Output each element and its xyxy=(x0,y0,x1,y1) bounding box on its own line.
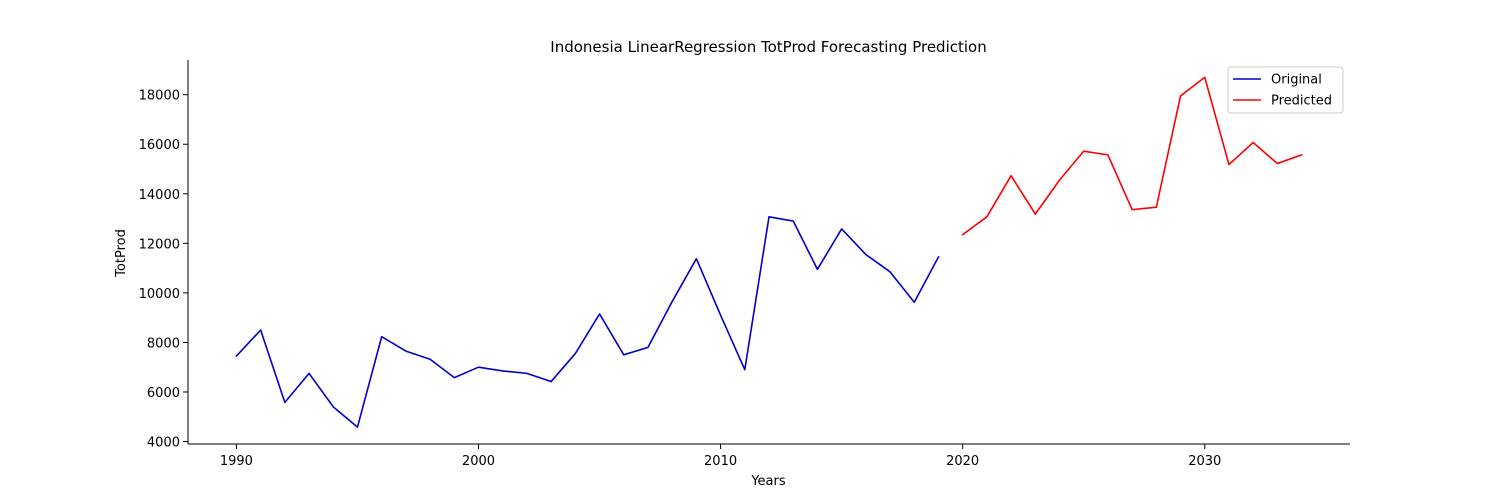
x-axis-label: Years xyxy=(750,474,786,489)
y-tick-label: 18000 xyxy=(139,89,180,104)
y-tick-label: 12000 xyxy=(139,237,180,252)
x-tick-label: 2000 xyxy=(462,454,495,469)
x-tick-label: 2020 xyxy=(946,454,979,469)
x-tick-label: 2010 xyxy=(704,454,737,469)
series-layer xyxy=(235,76,1303,428)
y-tick-label: 14000 xyxy=(139,188,180,203)
x-tick-label: 1990 xyxy=(220,454,253,469)
series-line-original xyxy=(235,216,940,428)
x-tick-label: 2030 xyxy=(1188,454,1221,469)
chart-title: Indonesia LinearRegression TotProd Forec… xyxy=(550,38,986,56)
y-tick-label: 16000 xyxy=(139,138,180,153)
y-tick-label: 10000 xyxy=(139,287,180,302)
axes xyxy=(187,60,1350,445)
x-ticks: 1990 2000 2010 2020 2030 xyxy=(220,444,1221,469)
y-tick-label: 4000 xyxy=(147,436,180,451)
legend-label-predicted: Predicted xyxy=(1271,94,1332,109)
y-axis-label: TotProd xyxy=(114,229,129,278)
legend-label-original: Original xyxy=(1271,73,1322,88)
y-tick-label: 6000 xyxy=(147,386,180,401)
series-line-predicted xyxy=(961,76,1303,236)
legend: Original Predicted xyxy=(1227,66,1344,114)
y-tick-label: 8000 xyxy=(147,336,180,351)
y-ticks: 4000 6000 8000 10000 12000 14000 16000 18000 xyxy=(139,89,188,451)
